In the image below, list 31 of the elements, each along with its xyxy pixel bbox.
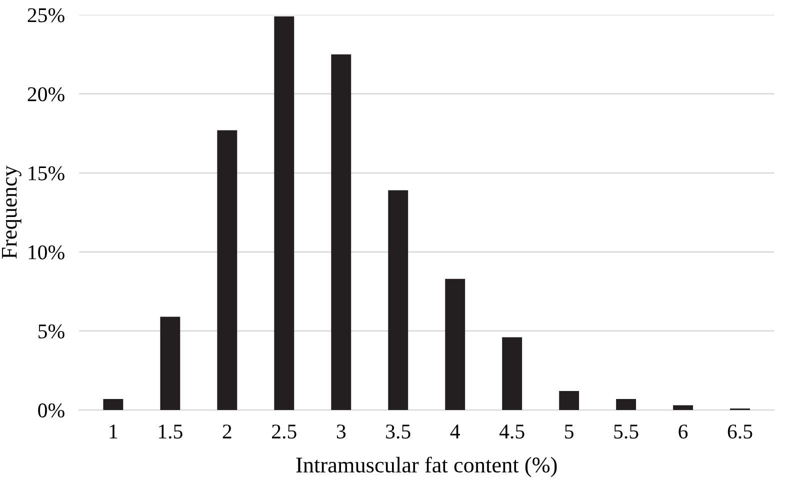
bar (388, 190, 408, 410)
x-tick-label: 4.5 (499, 424, 524, 439)
x-tick-label: 5.5 (614, 424, 638, 439)
bar (217, 130, 238, 410)
x-tick-label: 2 (222, 424, 232, 438)
bar (103, 398, 124, 410)
y-tick-label: 20% (28, 87, 64, 102)
x-tick-label: 3 (336, 424, 346, 439)
y-tick-label: 0% (38, 403, 64, 418)
bar (673, 405, 693, 410)
x-tick-label: 1.5 (158, 424, 182, 439)
x-tick-label: 5 (565, 424, 574, 439)
x-tick-label: 4 (450, 424, 460, 438)
bar (616, 398, 636, 410)
y-tick-label: 5% (38, 324, 64, 338)
y-tick-label: 10% (28, 245, 64, 260)
x-tick-label: 6 (678, 424, 688, 439)
y-tick-label: 15% (28, 166, 64, 180)
bar (445, 278, 466, 410)
bar (559, 391, 580, 410)
bar (502, 337, 522, 410)
bar (160, 316, 180, 410)
x-tick-label: 1 (110, 424, 118, 438)
y-tick-label: 25% (28, 8, 64, 22)
x-tick-label: 6.5 (728, 424, 752, 439)
x-tick-label: 3.5 (386, 424, 410, 439)
x-axis-title: Intramuscular fat content (%) (296, 456, 557, 478)
bar (274, 16, 294, 410)
y-axis-title: Frequency (2, 166, 22, 259)
x-tick-label: 2.5 (272, 424, 296, 439)
bar (331, 54, 352, 410)
